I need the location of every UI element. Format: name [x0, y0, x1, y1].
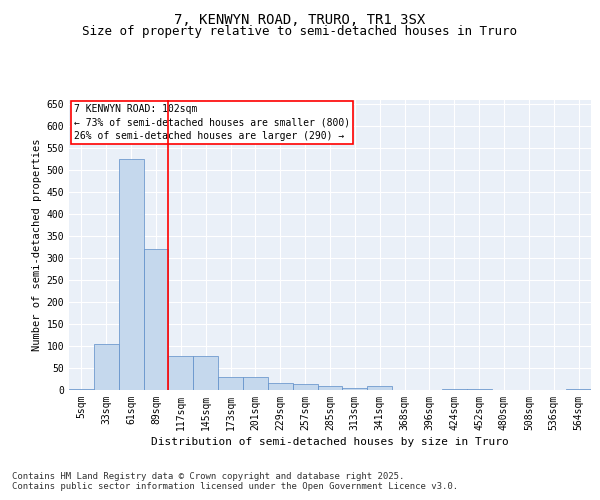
Bar: [169, 356, 193, 390]
Text: Contains public sector information licensed under the Open Government Licence v3: Contains public sector information licen…: [12, 482, 458, 491]
Y-axis label: Number of semi-detached properties: Number of semi-detached properties: [32, 138, 43, 352]
Text: Contains HM Land Registry data © Crown copyright and database right 2025.: Contains HM Land Registry data © Crown c…: [12, 472, 404, 481]
Bar: [293, 384, 317, 390]
Bar: [143, 250, 169, 390]
Text: Size of property relative to semi-detached houses in Truro: Size of property relative to semi-detach…: [83, 25, 517, 38]
Bar: [243, 377, 268, 390]
Bar: [317, 386, 343, 390]
Bar: [566, 388, 591, 390]
X-axis label: Distribution of semi-detached houses by size in Truro: Distribution of semi-detached houses by …: [151, 437, 509, 447]
Bar: [218, 377, 243, 390]
Bar: [69, 388, 94, 390]
Bar: [467, 389, 491, 390]
Bar: [94, 344, 119, 390]
Bar: [343, 388, 367, 390]
Text: 7, KENWYN ROAD, TRURO, TR1 3SX: 7, KENWYN ROAD, TRURO, TR1 3SX: [175, 12, 425, 26]
Bar: [119, 160, 143, 390]
Bar: [367, 386, 392, 390]
Bar: [268, 383, 293, 390]
Text: 7 KENWYN ROAD: 102sqm
← 73% of semi-detached houses are smaller (800)
26% of sem: 7 KENWYN ROAD: 102sqm ← 73% of semi-deta…: [74, 104, 350, 141]
Bar: [193, 356, 218, 390]
Bar: [442, 388, 467, 390]
